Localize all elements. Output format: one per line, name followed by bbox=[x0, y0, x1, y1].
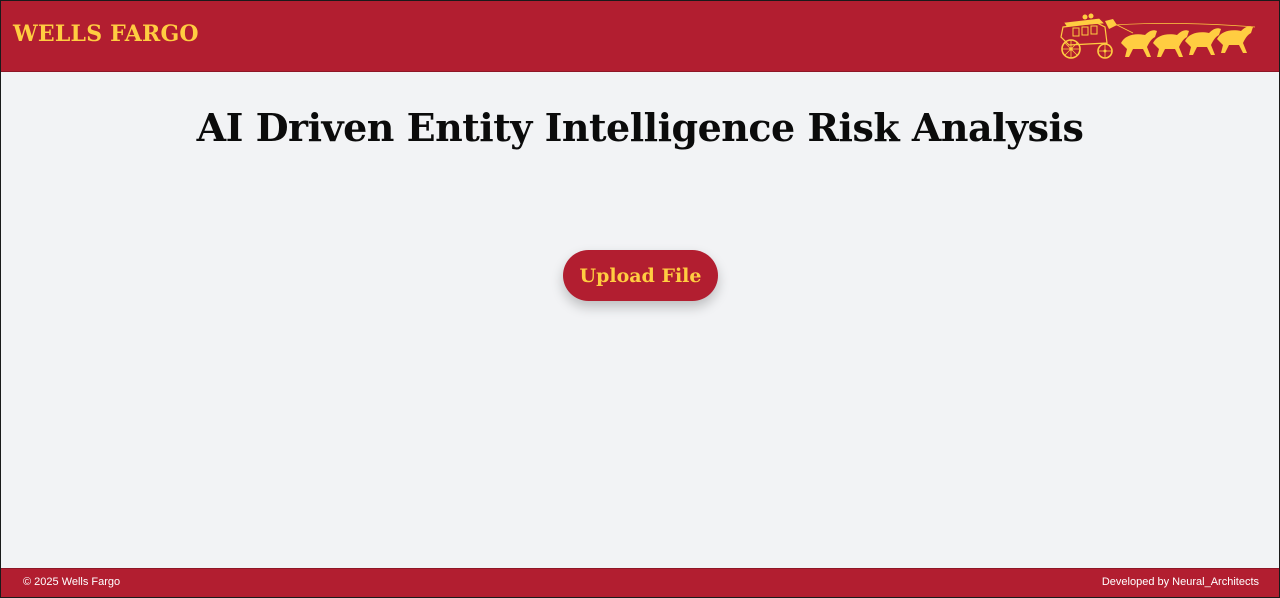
stagecoach-icon bbox=[1060, 13, 1256, 59]
brand-logo-text[interactable]: WELLS FARGO bbox=[13, 21, 199, 47]
footer-bar: © 2025 Wells Fargo Developed by Neural_A… bbox=[1, 568, 1279, 597]
upload-file-button[interactable]: Upload File bbox=[563, 250, 718, 301]
header-bar: WELLS FARGO bbox=[1, 1, 1279, 72]
copyright-text: © 2025 Wells Fargo bbox=[23, 576, 121, 588]
developer-credit: Developed by Neural_Architects bbox=[1101, 576, 1259, 588]
page-title: AI Driven Entity Intelligence Risk Analy… bbox=[196, 105, 1084, 150]
